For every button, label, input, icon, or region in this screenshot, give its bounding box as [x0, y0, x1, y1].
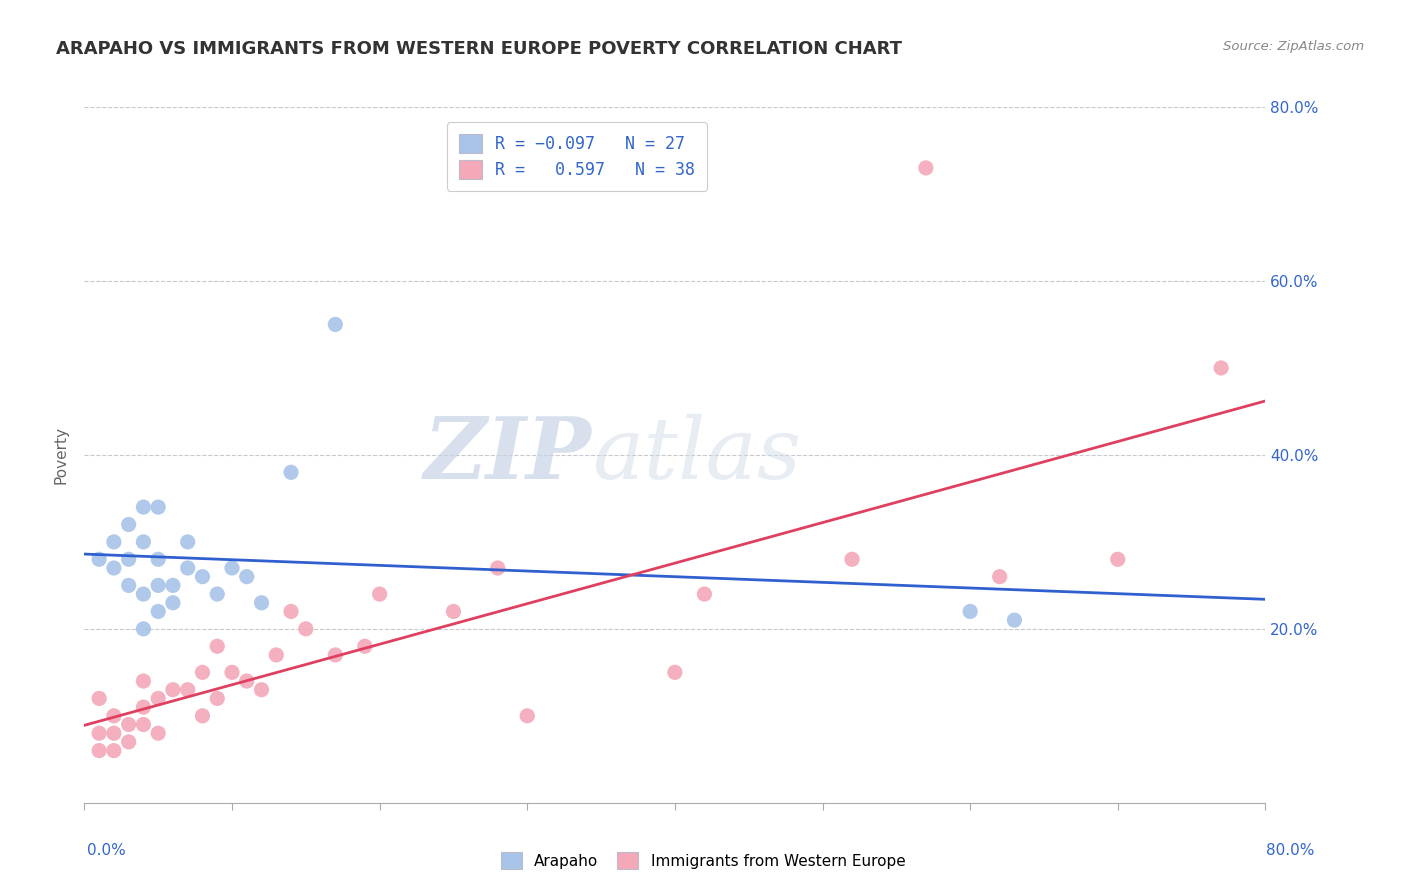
Point	[693, 587, 716, 601]
Point	[1209, 360, 1232, 375]
Text: 80.0%: 80.0%	[1267, 843, 1315, 858]
Point	[148, 605, 170, 619]
Point	[1107, 552, 1129, 566]
Point	[118, 517, 141, 532]
Point	[264, 648, 288, 662]
Text: ZIP: ZIP	[425, 413, 592, 497]
Point	[148, 578, 170, 592]
Legend: R = −0.097   N = 27, R =   0.597   N = 38: R = −0.097 N = 27, R = 0.597 N = 38	[447, 122, 707, 191]
Point	[148, 726, 170, 740]
Point	[103, 561, 125, 575]
Point	[132, 622, 155, 636]
Text: Source: ZipAtlas.com: Source: ZipAtlas.com	[1223, 40, 1364, 54]
Point	[118, 735, 141, 749]
Point	[516, 708, 538, 723]
Point	[1004, 613, 1026, 627]
Point	[486, 561, 509, 575]
Point	[132, 674, 155, 689]
Text: 0.0%: 0.0%	[87, 843, 127, 858]
Point	[162, 682, 184, 697]
Point	[988, 570, 1011, 584]
Point	[191, 708, 214, 723]
Point	[132, 717, 155, 731]
Point	[280, 605, 302, 619]
Point	[89, 552, 111, 566]
Point	[368, 587, 391, 601]
Point	[132, 587, 155, 601]
Point	[162, 578, 184, 592]
Point	[148, 691, 170, 706]
Point	[103, 744, 125, 758]
Point	[132, 700, 155, 714]
Point	[177, 534, 200, 549]
Point	[959, 605, 981, 619]
Point	[441, 605, 464, 619]
Point	[132, 534, 155, 549]
Point	[236, 570, 259, 584]
Point	[191, 570, 214, 584]
Text: atlas: atlas	[592, 414, 801, 496]
Point	[148, 552, 170, 566]
Point	[221, 561, 243, 575]
Point	[295, 622, 318, 636]
Point	[177, 682, 200, 697]
Point	[191, 665, 214, 680]
Point	[354, 639, 377, 653]
Point	[118, 552, 141, 566]
Point	[664, 665, 686, 680]
Point	[205, 587, 228, 601]
Point	[89, 744, 111, 758]
Point	[89, 691, 111, 706]
Point	[177, 561, 200, 575]
Point	[250, 682, 273, 697]
Point	[103, 534, 125, 549]
Point	[103, 708, 125, 723]
Point	[103, 726, 125, 740]
Point	[280, 466, 302, 480]
Point	[89, 726, 111, 740]
Point	[205, 691, 228, 706]
Point	[236, 674, 259, 689]
Text: ARAPAHO VS IMMIGRANTS FROM WESTERN EUROPE POVERTY CORRELATION CHART: ARAPAHO VS IMMIGRANTS FROM WESTERN EUROP…	[56, 40, 903, 58]
Point	[323, 318, 347, 332]
Point	[118, 717, 141, 731]
Point	[221, 665, 243, 680]
Point	[162, 596, 184, 610]
Y-axis label: Poverty: Poverty	[53, 425, 69, 484]
Point	[841, 552, 863, 566]
Point	[118, 578, 141, 592]
Point	[323, 648, 347, 662]
Legend: Arapaho, Immigrants from Western Europe: Arapaho, Immigrants from Western Europe	[495, 846, 911, 875]
Point	[205, 639, 228, 653]
Point	[148, 500, 170, 514]
Point	[914, 161, 936, 175]
Point	[250, 596, 273, 610]
Point	[132, 500, 155, 514]
